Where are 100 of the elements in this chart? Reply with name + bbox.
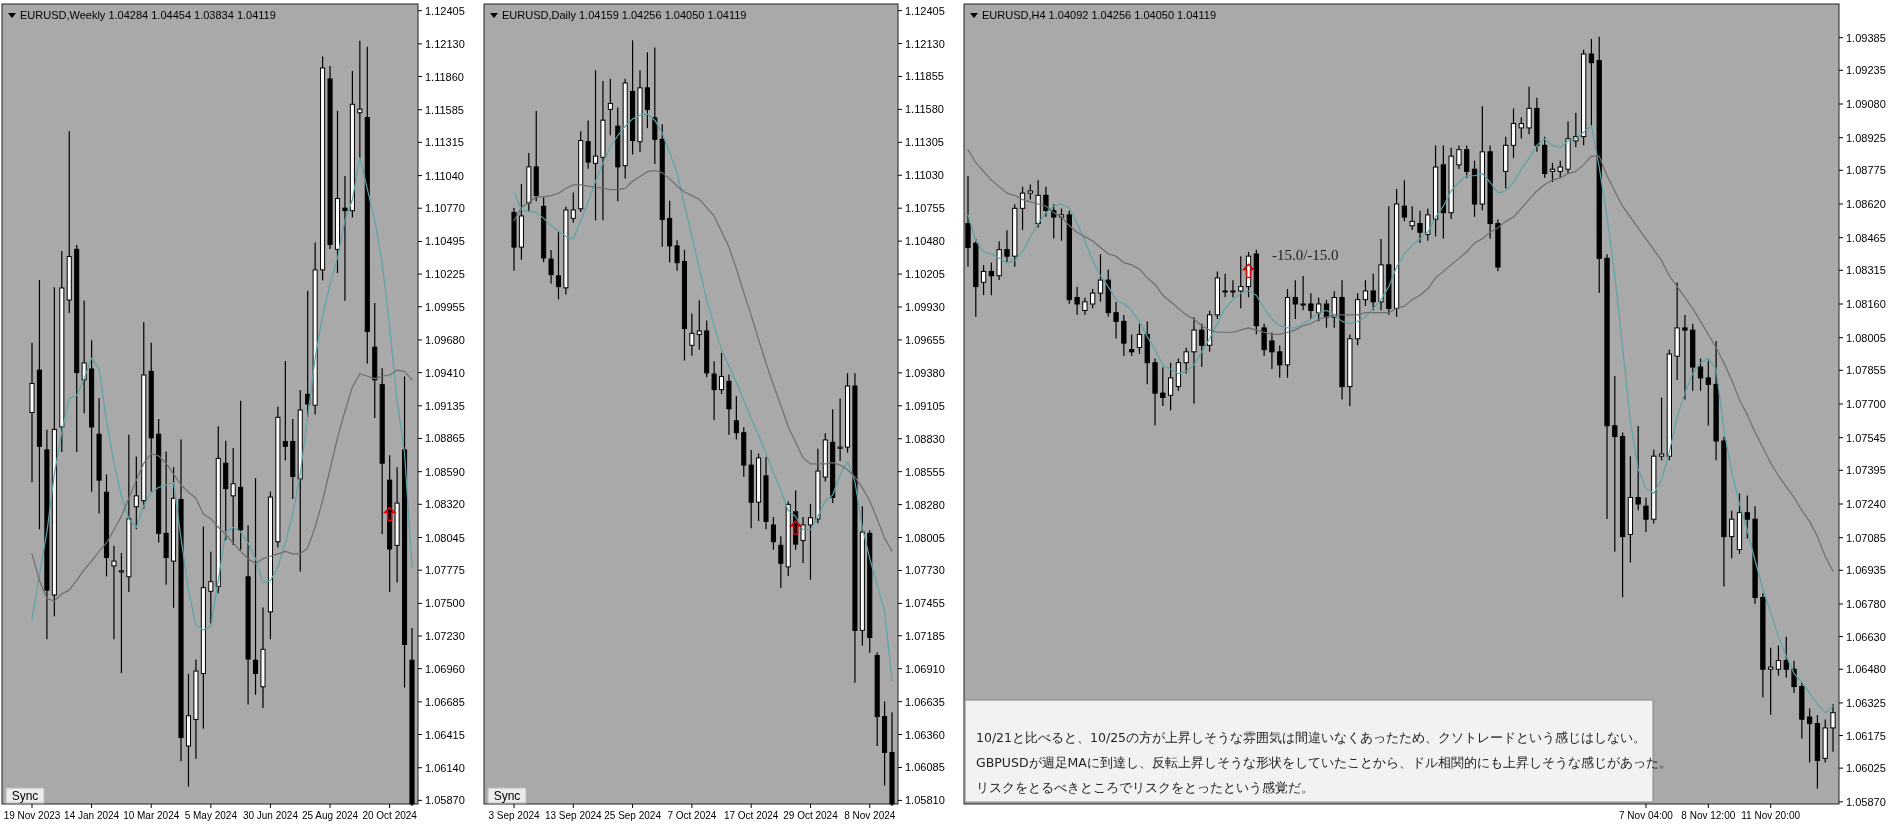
y-tick-label: 1.07455 <box>905 597 945 610</box>
x-tick-label: 29 Oct 2024 <box>783 810 839 821</box>
x-tick-label: 3 Sep 2024 <box>488 810 541 821</box>
y-tick-label: 1.08280 <box>905 498 945 511</box>
y-tick-label: 1.06415 <box>425 728 465 741</box>
y-tick-label: 1.09235 <box>1846 64 1886 77</box>
x-tick-label: 19 Nov 2023 <box>3 810 61 821</box>
y-tick-label: 1.07185 <box>905 629 945 642</box>
y-tick-label: 1.09135 <box>425 399 465 412</box>
y-tick-label: 1.07730 <box>905 564 945 577</box>
y-tick-label: 1.12130 <box>905 37 945 50</box>
y-tick-label: 1.08925 <box>1846 131 1886 144</box>
y-tick-label: 1.07855 <box>1846 364 1886 377</box>
y-tick-label: 1.06025 <box>1846 762 1886 775</box>
y-tick-label: 1.10480 <box>905 235 945 248</box>
y-tick-label: 1.08005 <box>905 531 945 544</box>
y-tick-label: 1.12405 <box>425 4 465 17</box>
chart-title: EURUSD,H4 1.04092 1.04256 1.04050 1.04119 <box>982 9 1217 21</box>
y-tick-label: 1.06910 <box>905 662 945 675</box>
y-tick-label: 1.07085 <box>1846 531 1886 544</box>
y-tick-label: 1.08465 <box>1846 231 1886 244</box>
y-tick-label: 1.07240 <box>1846 498 1886 510</box>
y-tick-label: 1.09380 <box>905 366 945 379</box>
y-tick-label: 1.07395 <box>1846 464 1886 477</box>
x-tick-label: 7 Oct 2024 <box>667 810 717 821</box>
y-tick-label: 1.11030 <box>905 169 944 182</box>
y-tick-label: 1.12405 <box>905 4 945 17</box>
x-tick-label: 10 Mar 2024 <box>123 810 180 821</box>
x-tick-label: 25 Sep 2024 <box>604 810 662 821</box>
y-tick-label: 1.08005 <box>1846 331 1886 344</box>
y-tick-label: 1.11855 <box>905 70 944 83</box>
y-tick-label: 1.10205 <box>905 268 945 281</box>
y-tick-label: 1.11040 <box>425 169 464 182</box>
y-tick-label: 1.12130 <box>425 37 465 50</box>
y-tick-label: 1.06175 <box>1846 729 1886 742</box>
y-tick-label: 1.09930 <box>905 300 945 313</box>
y-tick-label: 1.10770 <box>425 202 465 215</box>
y-tick-label: 1.08865 <box>425 432 465 445</box>
y-tick-label: 1.08315 <box>1846 264 1886 277</box>
y-tick-label: 1.06635 <box>905 695 945 708</box>
annotation: GBPUSDが週足MAに到達し、反転上昇しそうな形状をしていたことから、ドル相関的にも上昇しそうな感じがあった。 <box>976 755 1672 770</box>
y-tick-label: 1.11580 <box>905 103 944 116</box>
y-tick-label: 1.10755 <box>905 202 945 215</box>
x-tick-label: 8 Nov 12:00 <box>1681 810 1736 821</box>
y-tick-label: 1.06480 <box>1846 663 1886 676</box>
annotation: 10/21と比べると、10/25の方が上昇しそうな雰囲気は間違いなくあったため、クソトレードという感じはしない。 <box>976 730 1647 745</box>
y-tick-label: 1.08590 <box>425 465 465 478</box>
y-tick-label: 1.09410 <box>425 366 465 379</box>
y-tick-label: 1.09680 <box>425 333 465 346</box>
x-tick-label: 5 May 2024 <box>184 810 238 821</box>
x-tick-label: 20 Oct 2024 <box>362 810 418 821</box>
y-tick-label: 1.11315 <box>425 136 464 149</box>
annotation: Sync <box>493 789 521 803</box>
annotation: リスクをとるべきところでリスクをとったという感覚だ。 <box>976 780 1314 795</box>
y-tick-label: 1.09080 <box>1846 98 1886 110</box>
y-tick-label: 1.08320 <box>425 498 465 511</box>
y-tick-label: 1.06630 <box>1846 630 1886 643</box>
y-tick-label: 1.08045 <box>425 531 465 544</box>
y-tick-label: 1.08620 <box>1846 198 1886 210</box>
y-tick-label: 1.08830 <box>905 432 945 445</box>
y-tick-label: 1.11585 <box>425 103 464 116</box>
y-tick-label: 1.06140 <box>425 761 465 774</box>
y-tick-label: 1.11305 <box>905 136 944 149</box>
y-tick-label: 1.07545 <box>1846 431 1886 444</box>
x-tick-label: 13 Sep 2024 <box>544 810 603 821</box>
y-tick-label: 1.10495 <box>425 235 465 248</box>
y-tick-label: 1.07700 <box>1846 398 1886 410</box>
y-tick-label: 1.11860 <box>425 70 464 83</box>
y-tick-label: 1.05810 <box>905 794 945 807</box>
x-tick-label: 8 Nov 2024 <box>844 810 896 821</box>
y-tick-label: 1.07500 <box>425 597 465 610</box>
y-tick-label: 1.06085 <box>905 761 945 774</box>
line-series <box>513 169 893 552</box>
x-tick-label: 7 Nov 04:00 <box>1619 810 1674 821</box>
y-tick-label: 1.06935 <box>1846 564 1886 577</box>
annotation: -15.0/-15.0 <box>1271 247 1339 263</box>
y-tick-label: 1.05870 <box>1846 795 1886 808</box>
line-series <box>31 156 413 631</box>
line-series <box>967 125 1834 714</box>
y-tick-label: 1.09105 <box>905 399 945 412</box>
y-tick-label: 1.10225 <box>425 268 465 281</box>
y-tick-label: 1.08775 <box>1846 164 1886 177</box>
y-tick-label: 1.05870 <box>425 794 465 807</box>
y-tick-label: 1.08160 <box>1846 298 1886 310</box>
y-tick-label: 1.06360 <box>905 728 945 741</box>
chart-title: EURUSD,Weekly 1.04284 1.04454 1.03834 1.04119 <box>20 9 276 21</box>
y-tick-label: 1.06325 <box>1846 696 1886 709</box>
x-tick-label: 25 Aug 2024 <box>301 810 359 821</box>
y-tick-label: 1.09655 <box>905 333 945 346</box>
y-tick-label: 1.07775 <box>425 564 465 577</box>
x-tick-label: 17 Oct 2024 <box>723 810 779 821</box>
line-series <box>513 113 893 682</box>
line-series <box>31 369 413 602</box>
y-tick-label: 1.06780 <box>1846 598 1886 610</box>
y-tick-label: 1.09955 <box>425 300 465 313</box>
y-tick-label: 1.06960 <box>425 662 465 675</box>
line-series <box>967 149 1834 572</box>
x-tick-label: 14 Jan 2024 <box>64 810 120 821</box>
x-tick-label: 30 Jun 2024 <box>242 810 299 821</box>
y-tick-label: 1.06685 <box>425 695 465 708</box>
